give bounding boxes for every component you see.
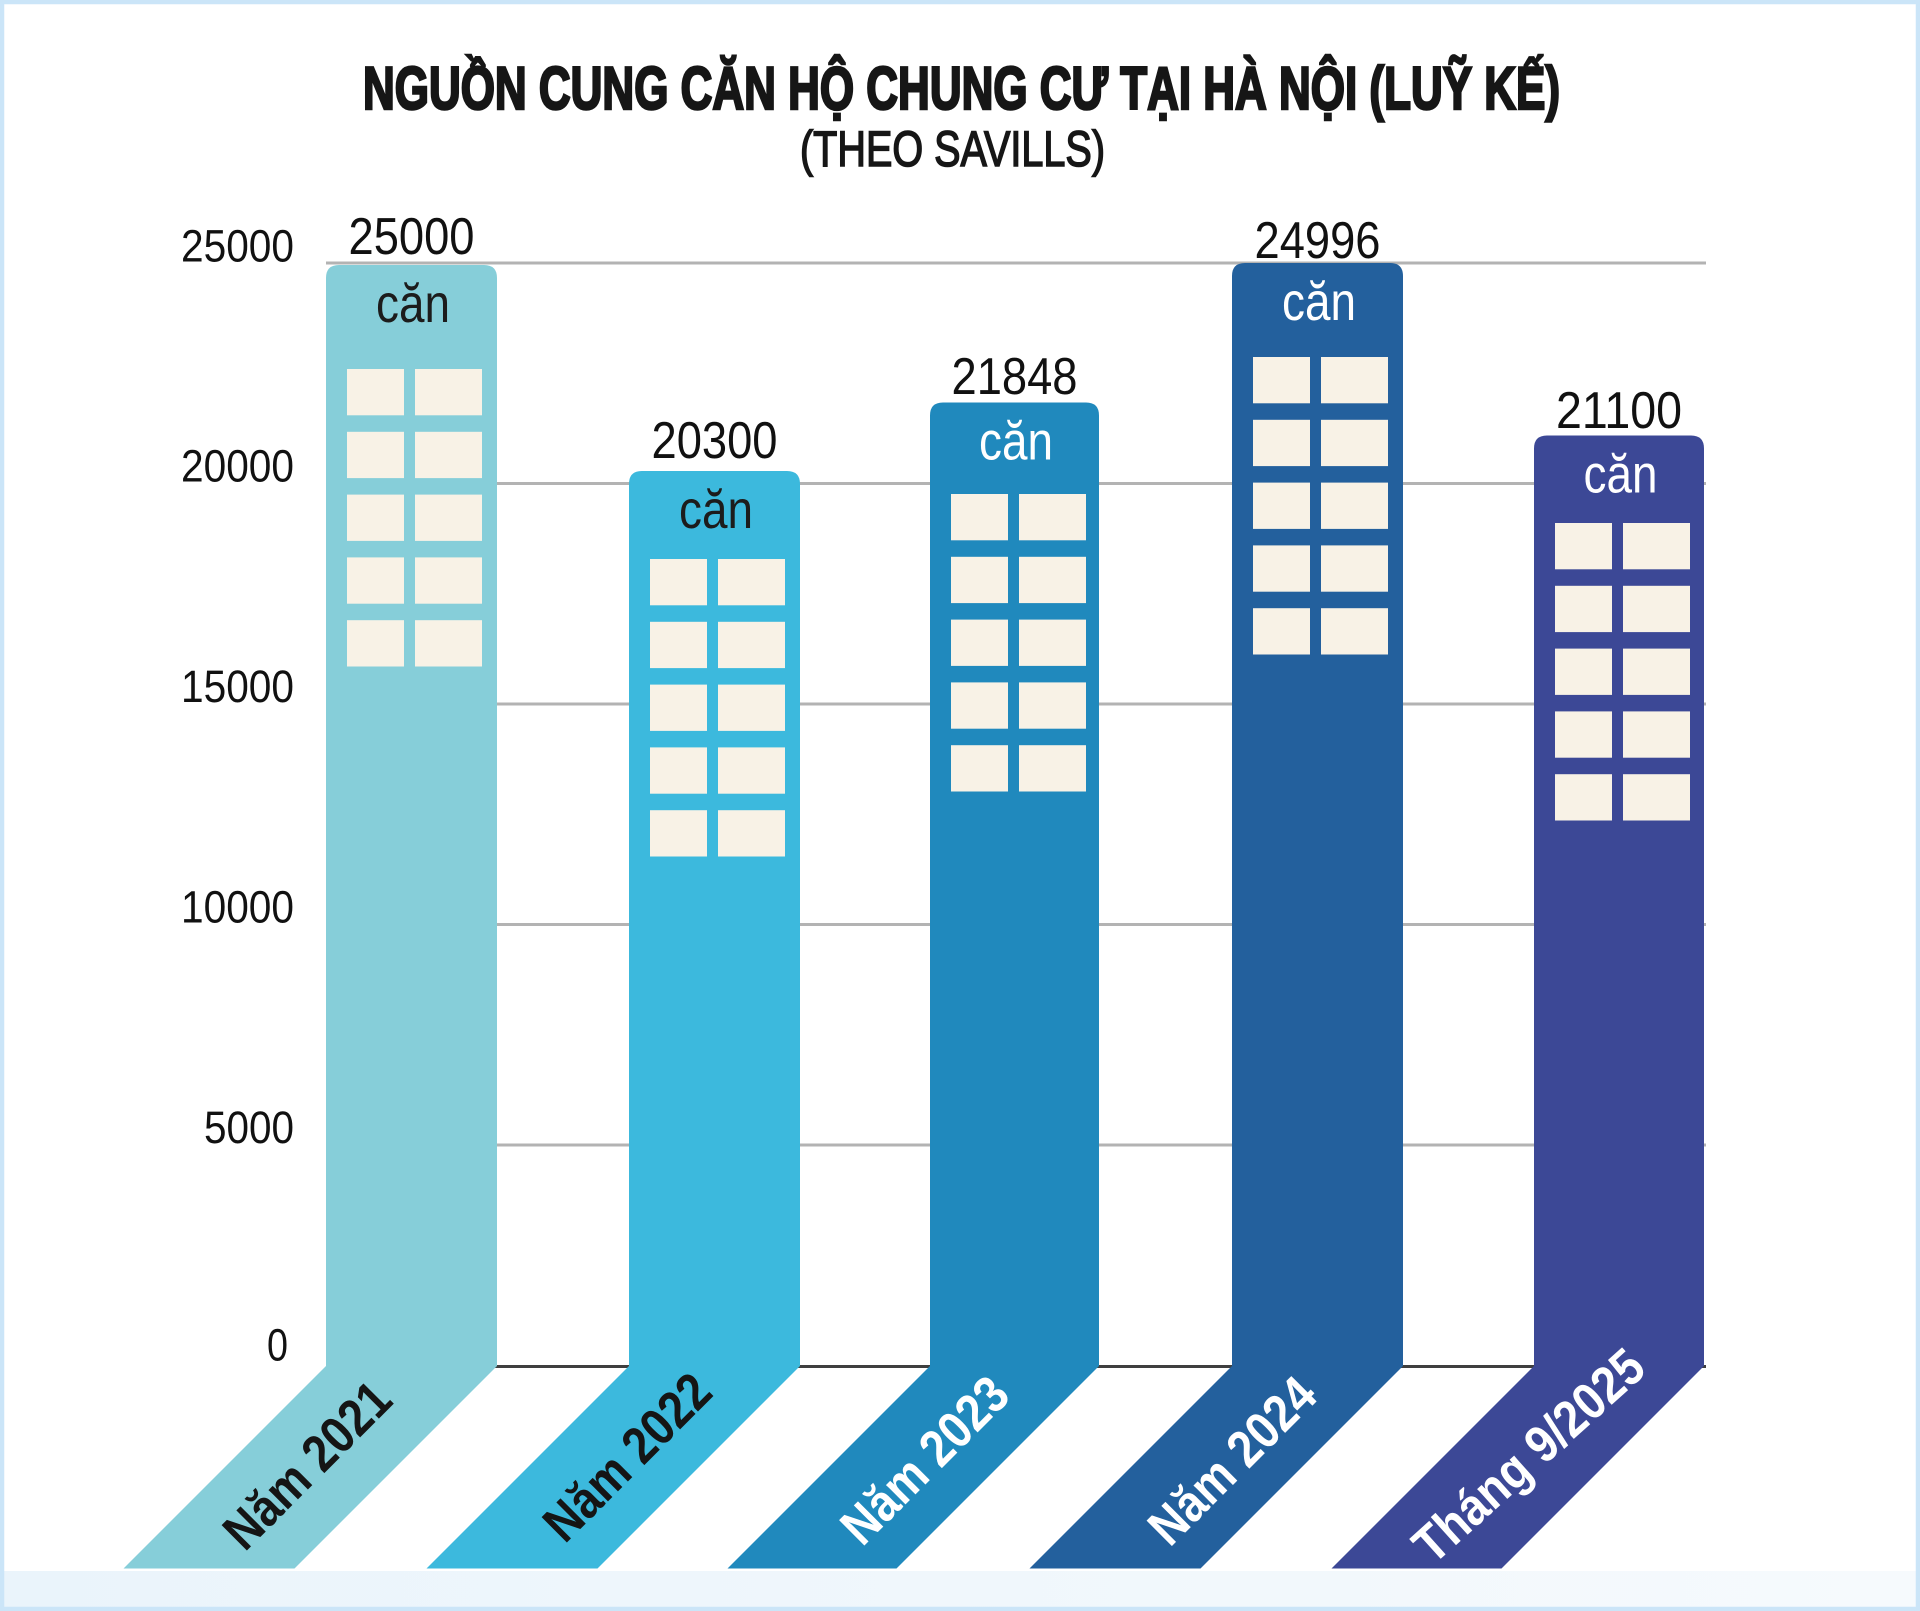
- svg-text:20000: 20000: [181, 441, 294, 492]
- svg-text:21848: 21848: [952, 348, 1078, 406]
- svg-text:căn: căn: [979, 412, 1053, 472]
- svg-text:căn: căn: [679, 480, 753, 540]
- svg-text:(THEO SAVILLS): (THEO SAVILLS): [800, 121, 1105, 177]
- svg-text:25000: 25000: [181, 221, 294, 272]
- svg-text:15000: 15000: [181, 661, 294, 712]
- svg-text:25000: 25000: [349, 208, 475, 266]
- svg-text:5000: 5000: [204, 1102, 294, 1153]
- svg-text:21100: 21100: [1556, 382, 1682, 440]
- svg-text:căn: căn: [376, 274, 450, 334]
- svg-text:NGUỒN CUNG CĂN HỘ CHUNG CƯ TẠI: NGUỒN CUNG CĂN HỘ CHUNG CƯ TẠI HÀ NỘI (L…: [363, 55, 1560, 122]
- svg-text:căn: căn: [1584, 445, 1658, 505]
- svg-text:24996: 24996: [1255, 212, 1381, 270]
- svg-text:0: 0: [267, 1320, 288, 1371]
- svg-text:20300: 20300: [652, 412, 778, 470]
- svg-text:10000: 10000: [181, 882, 294, 933]
- svg-text:căn: căn: [1282, 272, 1356, 332]
